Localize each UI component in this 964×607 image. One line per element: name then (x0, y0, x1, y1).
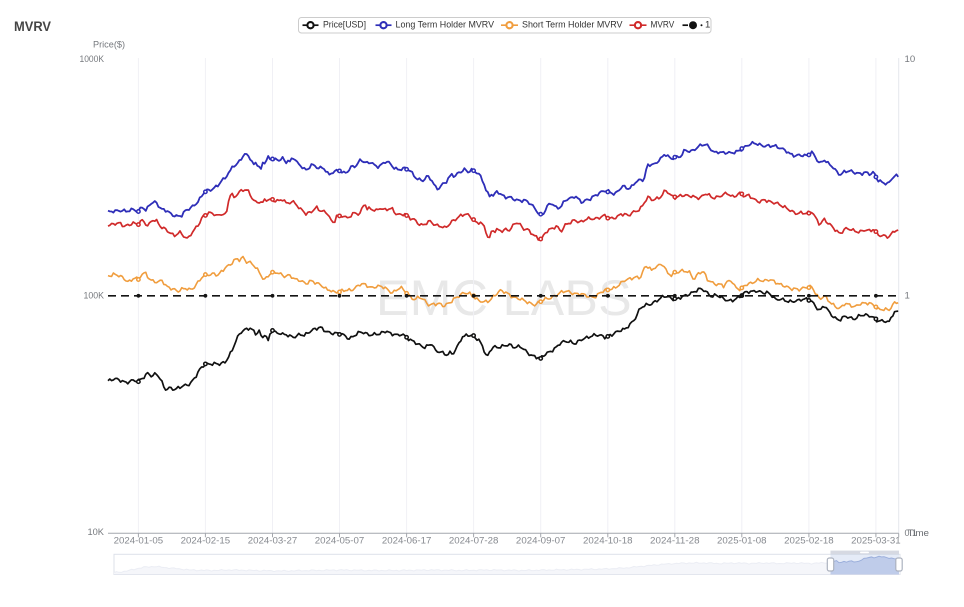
svg-text:0.1: 0.1 (905, 528, 918, 539)
svg-text:1: 1 (705, 20, 710, 31)
svg-text:Time: Time (908, 528, 930, 539)
svg-text:100K: 100K (84, 291, 105, 302)
svg-text:MVRV: MVRV (14, 19, 51, 34)
svg-text:2024-03-27: 2024-03-27 (248, 535, 298, 546)
svg-text:Long Term Holder MVRV: Long Term Holder MVRV (396, 20, 495, 31)
svg-text:2025-01-08: 2025-01-08 (717, 535, 767, 546)
svg-text:2024-10-18: 2024-10-18 (583, 535, 633, 546)
svg-text:Price($): Price($) (93, 40, 125, 51)
svg-text:2024-05-07: 2024-05-07 (315, 535, 365, 546)
svg-text:2025-02-18: 2025-02-18 (784, 535, 834, 546)
svg-text:10: 10 (905, 54, 916, 65)
svg-text:2024-01-05: 2024-01-05 (114, 535, 164, 546)
svg-text:Short Term Holder MVRV: Short Term Holder MVRV (522, 20, 623, 31)
svg-text:2024-02-15: 2024-02-15 (181, 535, 231, 546)
svg-text:2024-07-28: 2024-07-28 (449, 535, 499, 546)
svg-text:2024-11-28: 2024-11-28 (650, 535, 700, 546)
svg-text:MVRV: MVRV (651, 20, 675, 31)
svg-text:2024-06-17: 2024-06-17 (382, 535, 432, 546)
svg-text:Price[USD]: Price[USD] (323, 20, 366, 31)
svg-text:1: 1 (905, 291, 910, 302)
svg-text:1000K: 1000K (80, 54, 105, 65)
svg-text:2025-03-31: 2025-03-31 (851, 535, 901, 546)
svg-text:10K: 10K (88, 527, 105, 538)
svg-text:2024-09-07: 2024-09-07 (516, 535, 566, 546)
